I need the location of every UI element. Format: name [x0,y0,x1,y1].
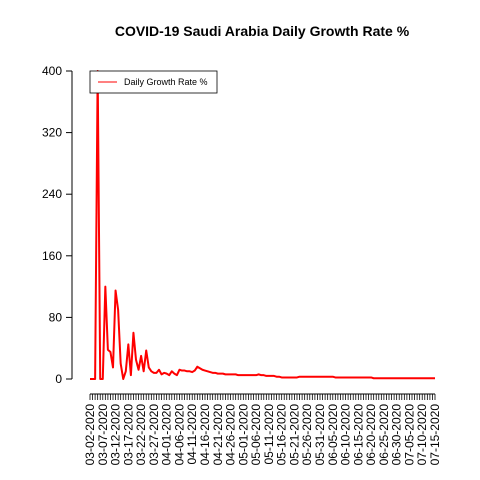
x-tick-label: 05-06-2020 [249,404,263,466]
legend: Daily Growth Rate % [89,70,218,94]
y-tick-label: 80 [49,310,63,324]
y-tick-label: 240 [42,187,62,201]
x-tick-label: 06-20-2020 [364,404,378,466]
x-tick-label: 06-25-2020 [377,404,391,466]
x-tick-label: 03-07-2020 [96,404,110,466]
x-tick-label: 06-15-2020 [351,404,365,466]
x-tick-label: 04-06-2020 [172,404,186,466]
y-tick-label: 160 [42,249,62,263]
legend-label: Daily Growth Rate % [124,77,208,87]
chart-title: COVID-19 Saudi Arabia Daily Growth Rate … [115,23,410,39]
y-tick-label: 0 [55,372,62,386]
x-tick-label: 03-12-2020 [109,404,123,466]
x-tick-label: 03-17-2020 [121,404,135,466]
x-tick-label: 05-01-2020 [236,404,250,466]
x-tick-label: 07-05-2020 [402,404,416,466]
x-tick-label: 05-31-2020 [313,404,327,466]
x-tick-label: 04-16-2020 [198,404,212,466]
series-line-daily-growth-rate [90,70,435,380]
x-tick-label: 05-16-2020 [275,404,289,466]
y-tick-label: 400 [42,64,62,78]
x-tick-label: 07-10-2020 [415,404,429,466]
x-tick-label: 04-26-2020 [224,404,238,466]
x-tick-label: 05-26-2020 [300,404,314,466]
x-tick-label: 03-27-2020 [147,404,161,466]
x-tick-label: 03-02-2020 [83,404,97,466]
plot-area [90,70,435,380]
legend-box [89,70,218,94]
x-tick-label: 05-11-2020 [262,404,276,465]
x-tick-label: 07-15-2020 [428,404,442,466]
x-tick-label: 04-01-2020 [160,404,174,466]
x-tick-label: 03-22-2020 [134,404,148,466]
x-tick-label: 06-05-2020 [326,404,340,466]
x-axis: 03-02-202003-07-202003-12-202003-17-2020… [83,393,442,466]
x-tick-label: 06-10-2020 [339,404,353,466]
x-tick-label: 05-21-2020 [287,404,301,466]
x-tick-label: 06-30-2020 [390,404,404,466]
y-axis: 0 80 160 240 320 400 [42,64,73,386]
y-tick-label: 320 [42,126,62,140]
x-tick-label: 04-11-2020 [185,404,199,465]
x-tick-label: 04-21-2020 [211,404,225,466]
